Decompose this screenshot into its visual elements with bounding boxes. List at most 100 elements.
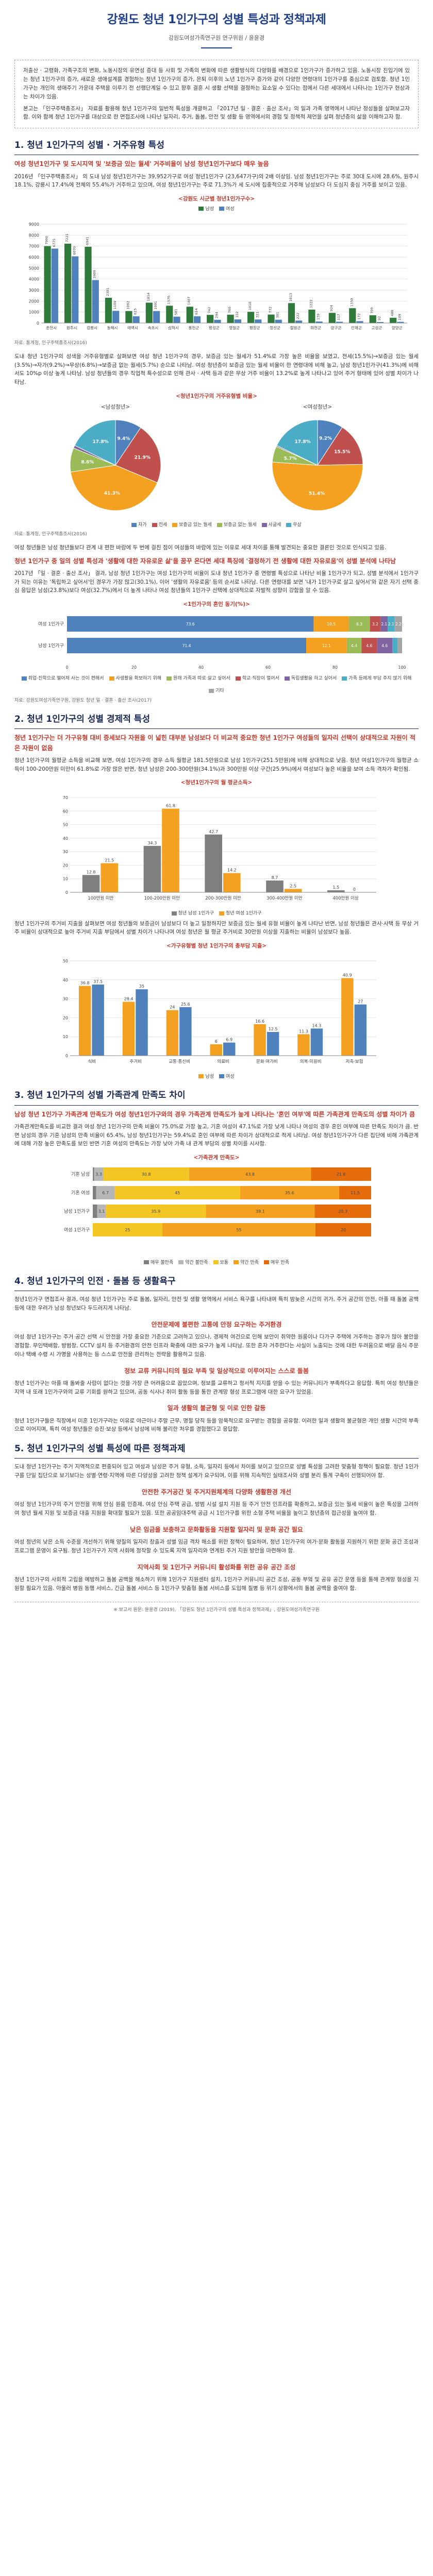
figure-source: 자료: 통계청, 인구주택총조사(2016) (14, 532, 87, 537)
y-tick-label: 기혼 여성 (71, 1190, 90, 1196)
section-2-paragraph: 청년 1인가구의 주거비 지출을 살펴보면 여성 청년들의 보증금이 남성보다 … (14, 920, 419, 936)
x-tick-label: 고성군 (371, 326, 382, 330)
bar (327, 890, 345, 893)
data-label: 772 (269, 307, 273, 313)
bar-segment (394, 616, 402, 632)
data-label: 2.1 (381, 622, 387, 626)
author-byline: 강원도여성가족연구원 연구위원 / 윤윤경 (168, 34, 265, 41)
x-tick-label: 40 (198, 665, 204, 670)
bar-segment (314, 1204, 371, 1218)
legend-item: 매우 만족 (264, 1259, 289, 1266)
y-tick-label: 70 (63, 795, 68, 800)
bar (136, 989, 148, 1056)
x-tick-label: 80 (332, 665, 338, 670)
data-label: 25.6 (181, 1002, 190, 1007)
data-label: 7221 (65, 234, 69, 243)
bar-segment (240, 1185, 339, 1199)
legend-item: 남성 (198, 1073, 214, 1080)
bar-segment (361, 638, 377, 654)
bar (51, 248, 58, 324)
data-label: 709 (370, 308, 374, 314)
bar (143, 846, 161, 893)
section-1-heading: 1. 청년 1인가구의 성별 · 거주유형 특성 (14, 139, 419, 156)
data-label: 73.6 (186, 622, 195, 626)
data-label: 3909 (93, 270, 97, 279)
section-4-paragraph: 청년 1인가구는 아플 때 돌봐줄 사람이 없다는 것을 가장 큰 어려움으로 … (14, 1380, 419, 1395)
bar (284, 889, 302, 893)
data-label: 139 (317, 314, 321, 320)
data-label: 24 (170, 1005, 175, 1010)
data-label: 25 (125, 1228, 130, 1232)
data-label: 21.6 (337, 1172, 346, 1177)
bar-segment (94, 1167, 104, 1181)
data-label: 1018 (248, 302, 252, 311)
legend-item: 독립생활을 하고 싶어서 (284, 675, 337, 682)
bar-segment (96, 1185, 115, 1199)
x-tick-label: 0 (65, 665, 68, 670)
section-1-subheading: 청년 1인가구 중 일의 성별 특성과 '생활에 대한 자유로운 삶'을 꿈꾸 … (14, 557, 396, 565)
footer-note: ※ 보고서 원문: 윤윤경 (2019), 「강원도 청년 1인가구의 성별 특… (14, 1602, 419, 1614)
bar-segment (306, 638, 347, 654)
x-tick-label: 횡성군 (209, 325, 220, 330)
figure-title: <강원도 시군별 청년1인가구수> (178, 196, 255, 202)
slice-label: 9.4% (117, 436, 130, 441)
data-label: 1487 (187, 297, 191, 306)
bar (85, 247, 92, 324)
y-tick-label: 50 (63, 823, 68, 827)
bar (166, 1010, 179, 1056)
data-label: 12.5 (269, 1027, 278, 1031)
section-1-paragraph: 도내 청년 1인가구의 성색을 거주유형별로 살펴보면 여성 청년 1인가구의 … (14, 353, 419, 386)
bar (207, 315, 214, 324)
figure-title: <1인가구의 혼인 동기(%)> (183, 601, 250, 608)
y-tick-label: 50 (63, 959, 68, 963)
bar-segment (93, 1204, 97, 1218)
slice-label: 17.8% (294, 439, 310, 444)
pie-slice (115, 427, 161, 483)
pie-chart-male: 9.4% 21.9% 41.3% 8.6% 17.8% (70, 419, 161, 511)
bar (255, 319, 262, 324)
section-1-paragraph: 여성 청년들은 남성 청년들보다 관계 내 편한 바람에 두 번에 걸친 점이 … (14, 544, 386, 551)
section-5-paragraph: 여성 청년 1인가구의 주거 안전을 위해 안심 원룸 인증제, 여성 안심 주… (14, 1501, 419, 1516)
bar (254, 1024, 266, 1056)
data-label: 42.7 (209, 829, 218, 834)
bar-segment (114, 1185, 240, 1199)
summary-paragraph: 본고는 「인구주택총조사」 자료를 활용해 청년 1인가구의 일반적 특성을 개… (23, 105, 410, 121)
bar-segment (377, 638, 393, 654)
section-4-subheading: 일과 생활의 불균형 및 이로 인한 갈등 (167, 1404, 266, 1412)
bar (268, 314, 275, 324)
bar (72, 256, 79, 324)
bar-segment (93, 1167, 94, 1181)
data-label: 4.6 (381, 643, 388, 648)
data-label: 614 (194, 309, 198, 315)
bar (179, 1007, 192, 1056)
y-tick-label: 남성 1인가구 (38, 643, 64, 649)
y-tick-label: 40 (63, 978, 68, 982)
family-satisfaction-chart: 기혼 남성 3.3 30.8 43.8 21.6 기혼 여성 6.7 45 35.6 11.5 남성… (64, 1167, 371, 1236)
x-tick-label: 양구군 (331, 326, 342, 330)
slice-label: 15.5% (334, 449, 350, 454)
data-label: 332 (235, 312, 239, 318)
data-label: 4.4 (351, 643, 357, 648)
summary-box: 저출산 · 고령화, 가족구조의 변화, 노동시장의 유연성 증대 등 사회 및… (14, 60, 419, 129)
y-tick-label: 5000 (29, 266, 39, 271)
figure-title: <청년1인가구의 월 평균소득> (180, 779, 253, 786)
bar (288, 303, 295, 324)
bar (125, 311, 132, 324)
bar-segment (313, 616, 349, 632)
data-label: 172 (357, 313, 361, 319)
pie-slice (74, 419, 116, 466)
data-label: 6775 (52, 239, 56, 247)
y-tick-label: 6000 (29, 255, 39, 260)
y-tick-label: 4000 (29, 277, 39, 282)
data-label: 11.5 (351, 1191, 360, 1195)
section-1-paragraph: 2017년 「일 · 결혼 · 출산 조사」 결과, 남성 청년 1인가구는 여… (14, 570, 419, 594)
bar (275, 319, 282, 324)
data-label: 3.2 (372, 622, 378, 626)
y-tick-label: 9000 (29, 222, 39, 227)
data-label: 1091 (154, 301, 158, 310)
section-1-paragraph: 2016년 「인구주택총조사」 의 도내 남성 청년1인가구는 39,952가구… (14, 173, 419, 189)
title-divider (201, 47, 232, 49)
data-label: 43.8 (245, 1172, 255, 1177)
bar-segment (189, 1167, 311, 1181)
y-tick-label: 8000 (29, 233, 39, 238)
